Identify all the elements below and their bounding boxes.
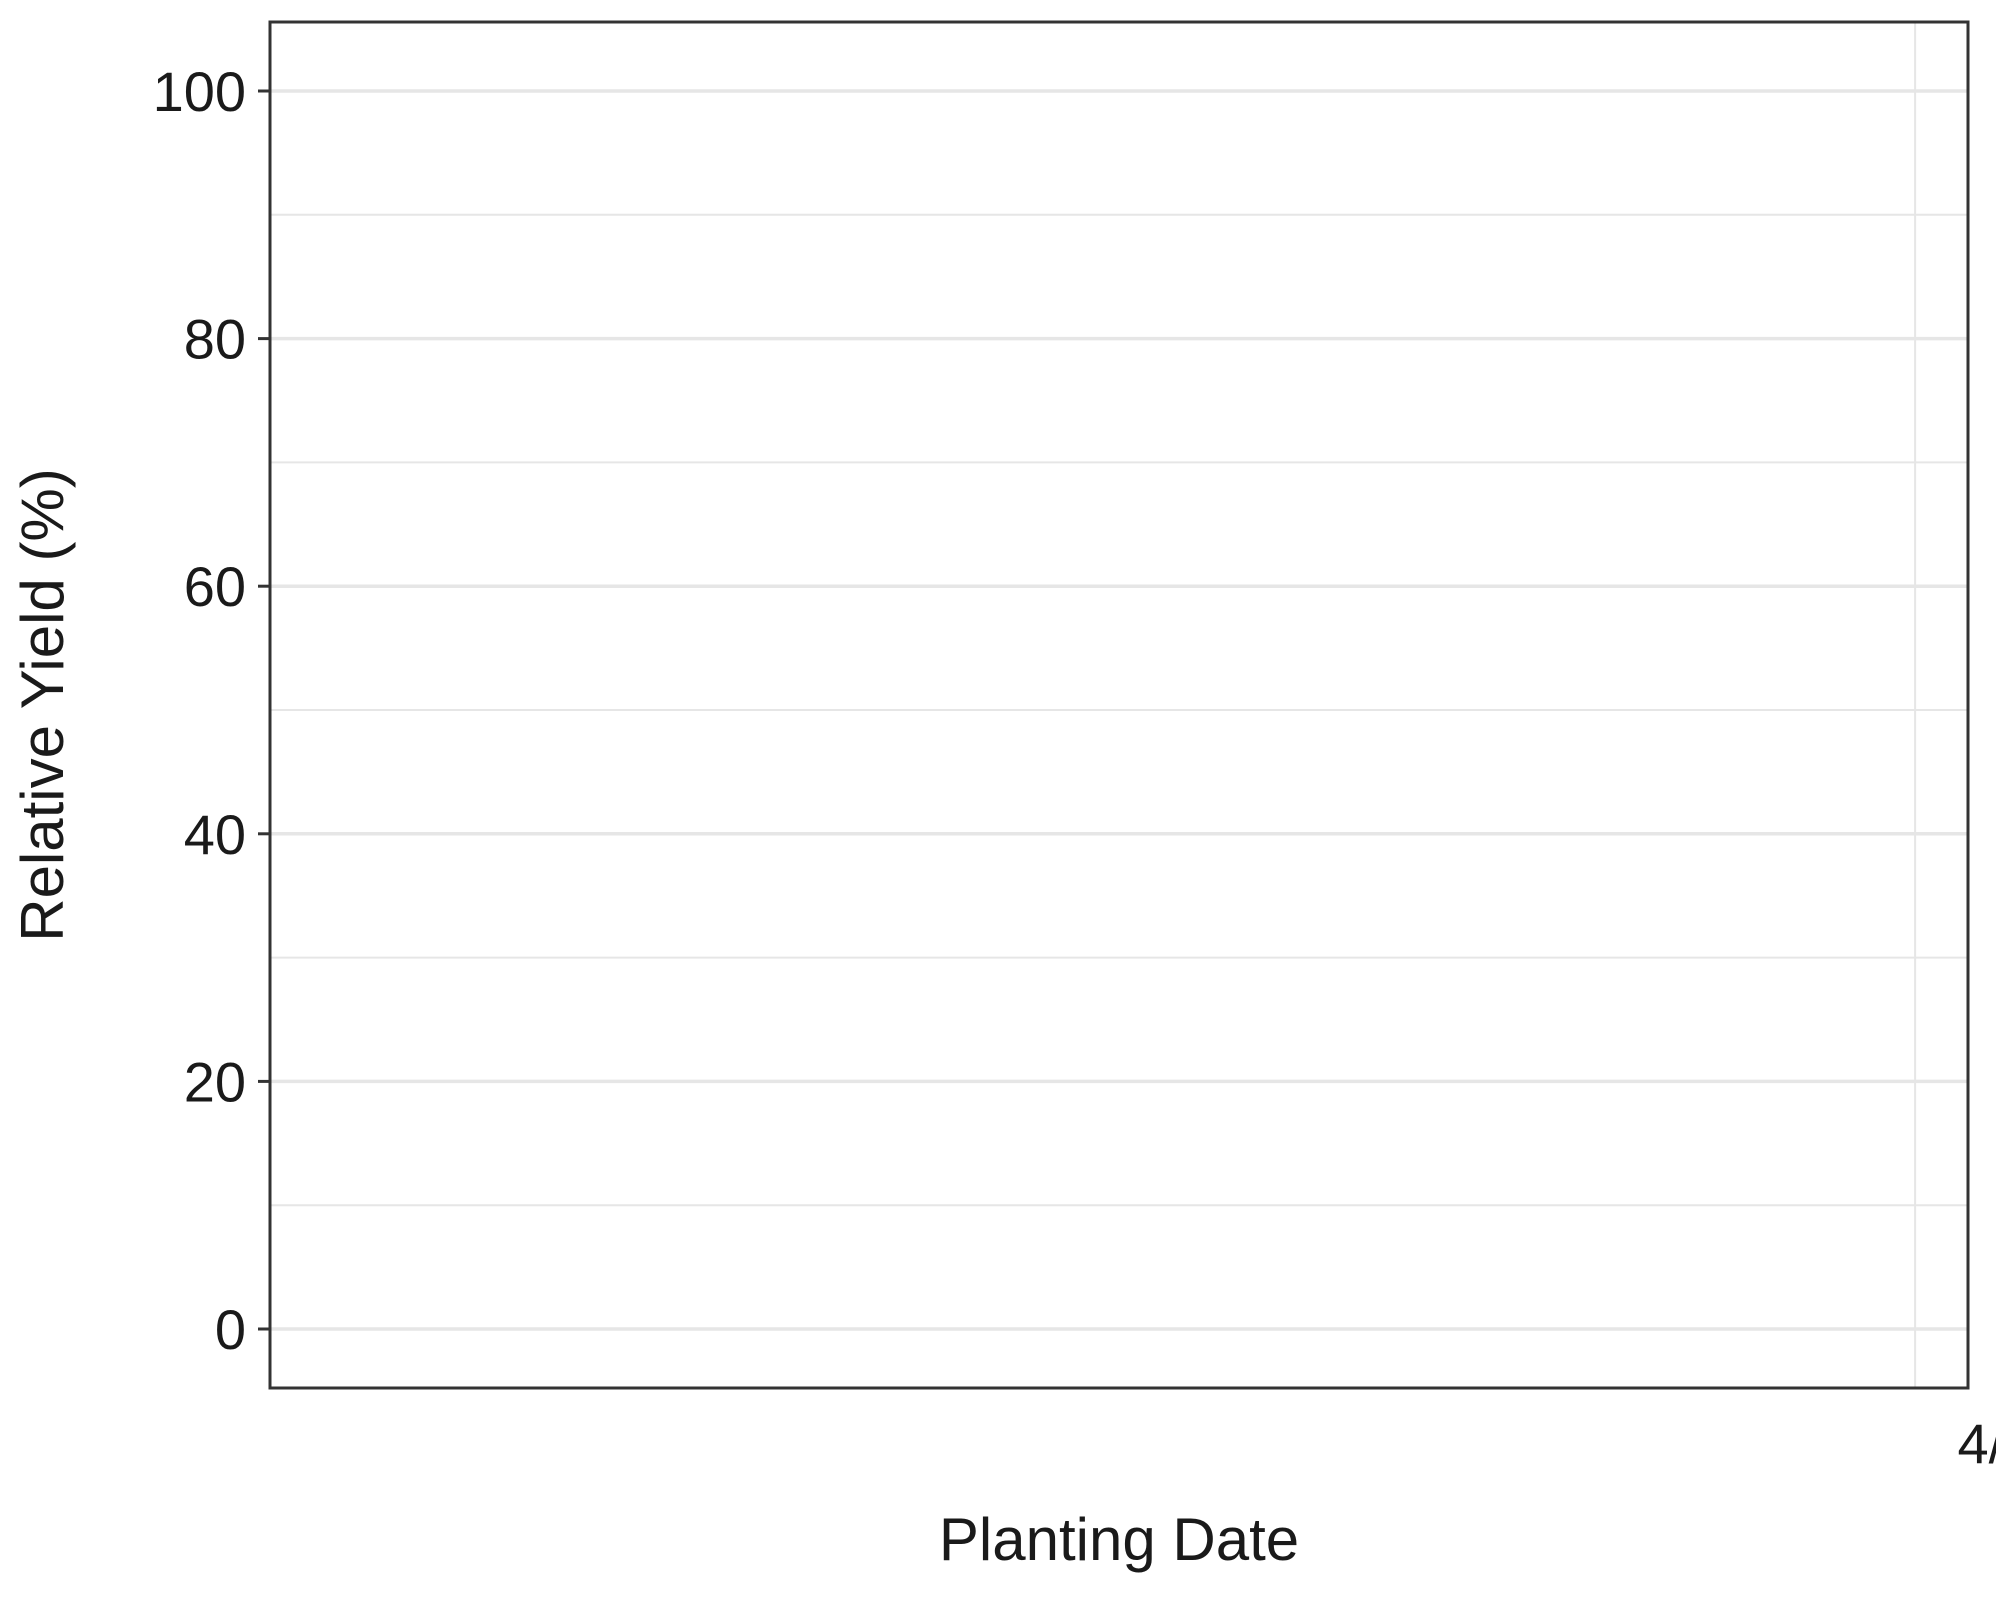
x-axis-title: Planting Date: [939, 1506, 1299, 1573]
x-tick-label: 4/10: [1958, 1412, 1996, 1475]
y-tick-label: 0: [215, 1298, 246, 1361]
y-tick-label: 40: [184, 803, 246, 866]
y-tick-label: 60: [184, 555, 246, 618]
y-axis-title: Relative Yield (%): [9, 468, 76, 942]
y-tick-label: 20: [184, 1050, 246, 1113]
y-tick-label: 80: [184, 308, 246, 371]
y-tick-label: 100: [153, 60, 246, 123]
